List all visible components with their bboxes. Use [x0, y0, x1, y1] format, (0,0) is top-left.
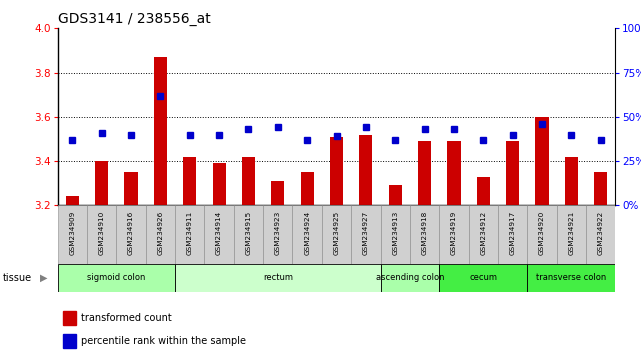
- Bar: [175, 205, 204, 264]
- Text: GSM234916: GSM234916: [128, 211, 134, 256]
- Bar: [528, 264, 615, 292]
- Text: GSM234919: GSM234919: [451, 211, 457, 256]
- Bar: [359, 135, 372, 205]
- Bar: [213, 163, 226, 205]
- Text: GSM234912: GSM234912: [480, 211, 487, 256]
- Bar: [63, 312, 76, 325]
- Bar: [506, 141, 519, 205]
- Bar: [535, 117, 549, 205]
- Text: ▶: ▶: [40, 273, 48, 283]
- Bar: [183, 156, 196, 205]
- Text: GSM234923: GSM234923: [275, 211, 281, 256]
- Text: transverse colon: transverse colon: [537, 273, 606, 282]
- Bar: [271, 181, 285, 205]
- Text: GSM234922: GSM234922: [597, 211, 604, 256]
- Text: GSM234925: GSM234925: [333, 211, 340, 256]
- Text: GSM234910: GSM234910: [99, 211, 104, 256]
- Bar: [58, 264, 175, 292]
- Bar: [322, 205, 351, 264]
- Bar: [292, 205, 322, 264]
- Bar: [469, 205, 498, 264]
- Bar: [556, 205, 586, 264]
- Text: GSM234909: GSM234909: [69, 211, 76, 256]
- Text: GSM234917: GSM234917: [510, 211, 515, 256]
- Bar: [146, 205, 175, 264]
- Text: GSM234924: GSM234924: [304, 211, 310, 256]
- Bar: [66, 196, 79, 205]
- Text: transformed count: transformed count: [81, 313, 172, 323]
- Bar: [301, 172, 314, 205]
- Bar: [477, 177, 490, 205]
- Bar: [330, 137, 343, 205]
- Text: percentile rank within the sample: percentile rank within the sample: [81, 336, 246, 346]
- Bar: [234, 205, 263, 264]
- Text: GSM234927: GSM234927: [363, 211, 369, 256]
- Bar: [263, 205, 292, 264]
- Bar: [439, 264, 528, 292]
- Text: GSM234911: GSM234911: [187, 211, 193, 256]
- Bar: [242, 156, 255, 205]
- Bar: [410, 205, 439, 264]
- Bar: [204, 205, 234, 264]
- Bar: [124, 172, 138, 205]
- Bar: [586, 205, 615, 264]
- Bar: [175, 264, 381, 292]
- Text: cecum: cecum: [469, 273, 497, 282]
- Text: GSM234914: GSM234914: [216, 211, 222, 256]
- Bar: [351, 205, 381, 264]
- Text: tissue: tissue: [3, 273, 32, 283]
- Bar: [63, 334, 76, 348]
- Text: ascending colon: ascending colon: [376, 273, 444, 282]
- Text: sigmoid colon: sigmoid colon: [87, 273, 146, 282]
- Text: GSM234918: GSM234918: [422, 211, 428, 256]
- Bar: [58, 205, 87, 264]
- Bar: [381, 264, 439, 292]
- Bar: [439, 205, 469, 264]
- Text: GSM234926: GSM234926: [158, 211, 163, 256]
- Bar: [418, 141, 431, 205]
- Text: GSM234913: GSM234913: [392, 211, 398, 256]
- Bar: [95, 161, 108, 205]
- Text: GSM234920: GSM234920: [539, 211, 545, 256]
- Text: GDS3141 / 238556_at: GDS3141 / 238556_at: [58, 12, 210, 27]
- Bar: [381, 205, 410, 264]
- Bar: [594, 172, 607, 205]
- Bar: [498, 205, 528, 264]
- Bar: [565, 156, 578, 205]
- Text: GSM234915: GSM234915: [246, 211, 251, 256]
- Text: rectum: rectum: [263, 273, 293, 282]
- Bar: [528, 205, 556, 264]
- Text: GSM234921: GSM234921: [569, 211, 574, 256]
- Bar: [87, 205, 117, 264]
- Bar: [154, 57, 167, 205]
- Bar: [447, 141, 460, 205]
- Bar: [117, 205, 146, 264]
- Bar: [388, 185, 402, 205]
